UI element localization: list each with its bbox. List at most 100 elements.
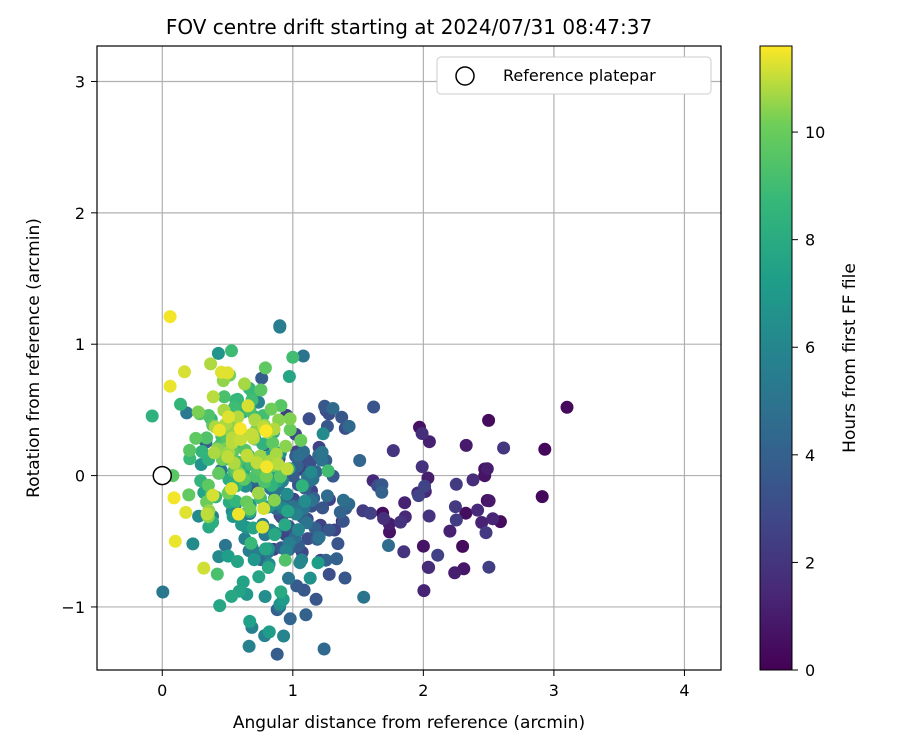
colorbar-tick-label: 6	[805, 338, 815, 357]
scatter-point	[261, 561, 275, 574]
scatter-point	[292, 449, 306, 463]
scatter-point	[315, 445, 329, 459]
scatter-point	[270, 647, 284, 661]
x-axis-label: Angular distance from reference (arcmin)	[233, 713, 585, 733]
scatter-point	[213, 599, 227, 613]
scatter-point	[312, 530, 326, 544]
scatter-points	[145, 310, 574, 661]
scatter-point	[206, 488, 220, 502]
scatter-point	[304, 465, 318, 479]
scatter-point	[277, 629, 291, 643]
scatter-point	[212, 466, 226, 480]
scatter-point	[333, 505, 347, 519]
scatter-point	[448, 500, 462, 514]
scatter-point	[241, 399, 255, 413]
scatter-point	[167, 491, 181, 505]
scatter-point	[482, 413, 496, 427]
scatter-point	[417, 584, 431, 598]
legend-marker-icon	[455, 66, 475, 86]
scatter-point	[264, 402, 278, 416]
scatter-point	[233, 422, 247, 436]
scatter-point	[466, 473, 480, 487]
scatter-point	[560, 400, 574, 414]
scatter-point	[278, 518, 292, 532]
scatter-point	[243, 502, 257, 516]
scatter-point	[456, 539, 470, 553]
scatter-point	[422, 509, 436, 523]
y-axis-label: Rotation from reference (arcmin)	[24, 218, 44, 498]
legend: Reference platepar	[436, 56, 712, 95]
scatter-point	[258, 590, 272, 603]
scatter-point	[168, 534, 182, 548]
scatter-point	[256, 520, 269, 534]
x-tick-label: 0	[157, 681, 167, 700]
scatter-point	[303, 571, 317, 585]
scatter-point	[301, 532, 315, 546]
scatter-point	[225, 589, 238, 603]
scatter-point	[280, 462, 294, 476]
scatter-point	[279, 544, 293, 557]
scatter-point	[326, 402, 340, 415]
scatter-point	[459, 438, 473, 452]
x-tick-label: 4	[679, 681, 689, 700]
scatter-point	[179, 505, 193, 519]
chart-title: FOV centre drift starting at 2024/07/31 …	[166, 15, 652, 39]
scatter-point	[195, 445, 209, 458]
scatter-point	[449, 477, 463, 491]
scatter-point	[386, 444, 400, 458]
scatter-point	[238, 377, 251, 391]
scatter-point	[182, 488, 196, 502]
scatter-point	[229, 494, 243, 508]
scatter-point	[258, 361, 272, 375]
scatter-point	[191, 405, 205, 419]
scatter-point	[311, 556, 325, 570]
scatter-point	[317, 642, 331, 656]
scatter-point	[274, 585, 288, 599]
scatter-point	[382, 539, 395, 552]
scatter-point	[273, 320, 287, 334]
scatter-point	[225, 344, 238, 358]
scatter-point	[412, 489, 426, 503]
colorbar-tick-label: 10	[805, 123, 825, 142]
scatter-point	[212, 423, 226, 437]
scatter-point	[321, 464, 335, 478]
scatter-point	[475, 516, 489, 529]
scatter-point	[243, 614, 257, 628]
scatter-point	[231, 555, 244, 568]
reference-marker	[152, 465, 173, 486]
scatter-point	[259, 424, 273, 438]
scatter-point	[197, 561, 211, 575]
scatter-point	[279, 439, 293, 453]
scatter-point	[156, 585, 170, 599]
scatter-point	[331, 537, 345, 551]
scatter-point	[245, 427, 259, 441]
scatter-point	[342, 419, 356, 433]
scatter-point	[204, 357, 218, 371]
scatter-point	[443, 524, 457, 538]
scatter-point	[248, 413, 262, 427]
scatter-point	[234, 432, 248, 446]
scatter-point	[262, 625, 276, 639]
scatter-point	[266, 436, 280, 450]
scatter-point	[449, 513, 463, 527]
y-tick-label: 2	[75, 204, 85, 223]
scatter-point	[232, 507, 245, 521]
scatter-point	[367, 400, 381, 414]
x-axis-ticks: 0 1 2 3 4	[157, 670, 690, 700]
scatter-point	[200, 507, 214, 521]
scatter-point	[282, 571, 295, 585]
scatter-point	[235, 518, 249, 532]
scatter-point	[145, 409, 159, 423]
scatter-point	[377, 512, 391, 525]
scatter-point	[471, 503, 485, 517]
scatter-point	[486, 512, 500, 526]
scatter-point	[259, 469, 273, 483]
scatter-point	[282, 370, 296, 383]
scatter-point	[257, 502, 271, 515]
scatter-point	[416, 539, 430, 553]
x-tick-label: 2	[418, 681, 428, 700]
x-tick-label: 1	[288, 681, 298, 700]
scatter-point	[225, 482, 238, 496]
scatter-point	[415, 427, 429, 440]
